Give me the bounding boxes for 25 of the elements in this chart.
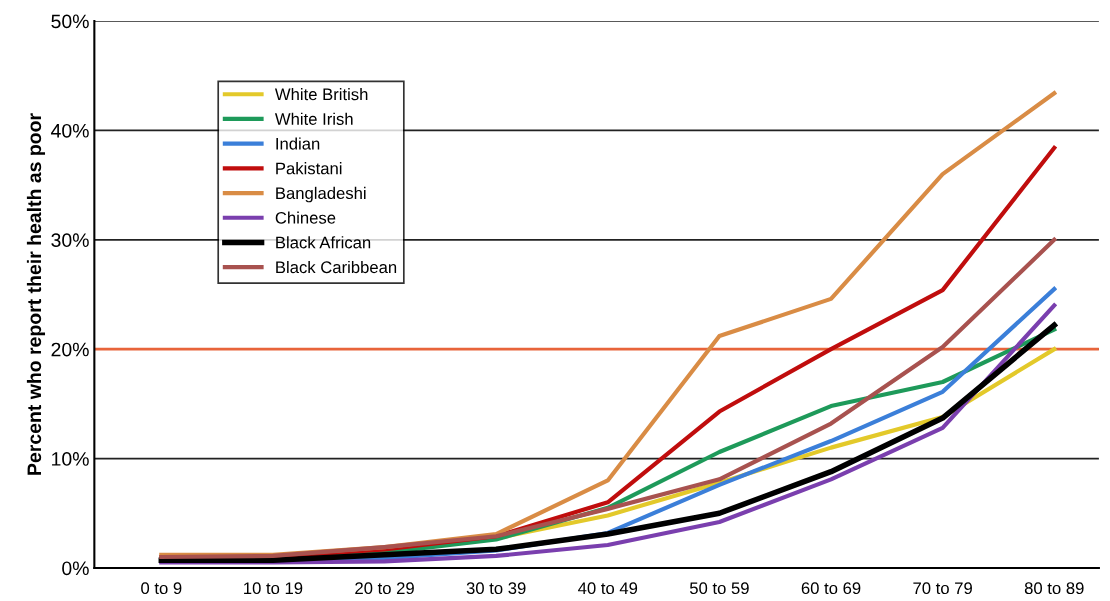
x-tick-label: 50 to 59 <box>689 582 749 595</box>
x-tick-label: 40 to 49 <box>578 582 638 595</box>
legend-label: Indian <box>276 137 320 150</box>
x-tick-label: 60 to 69 <box>801 582 861 595</box>
legend-label: Black Caribbean <box>276 260 397 274</box>
legend-label: Chinese <box>275 211 336 224</box>
line-series <box>159 237 1057 560</box>
legend-label: Bangladeshi <box>276 186 366 203</box>
y-tick-label: 0% <box>62 561 89 576</box>
x-tick-label: 70 to 79 <box>913 582 972 595</box>
legend-label: White British <box>274 87 368 101</box>
x-tick-label: 30 to 39 <box>466 582 526 595</box>
x-tick-label: 20 to 29 <box>355 582 414 595</box>
legend-label: White Irish <box>274 112 353 125</box>
legend-label: Black African <box>276 236 371 249</box>
y-tick-label: 40% <box>51 123 89 138</box>
x-tick-label: 0 to 9 <box>141 582 182 595</box>
y-axis-title: Percent who report their health as poor <box>26 113 46 475</box>
y-tick-label: 50% <box>51 14 89 29</box>
y-tick-label: 20% <box>51 342 89 357</box>
legend-label: Pakistani <box>276 162 342 175</box>
y-tick-label: 30% <box>51 233 89 248</box>
x-tick-label: 80 to 89 <box>1024 582 1084 595</box>
y-tick-label: 10% <box>52 452 89 466</box>
x-tick-label: 10 to 19 <box>244 582 303 595</box>
